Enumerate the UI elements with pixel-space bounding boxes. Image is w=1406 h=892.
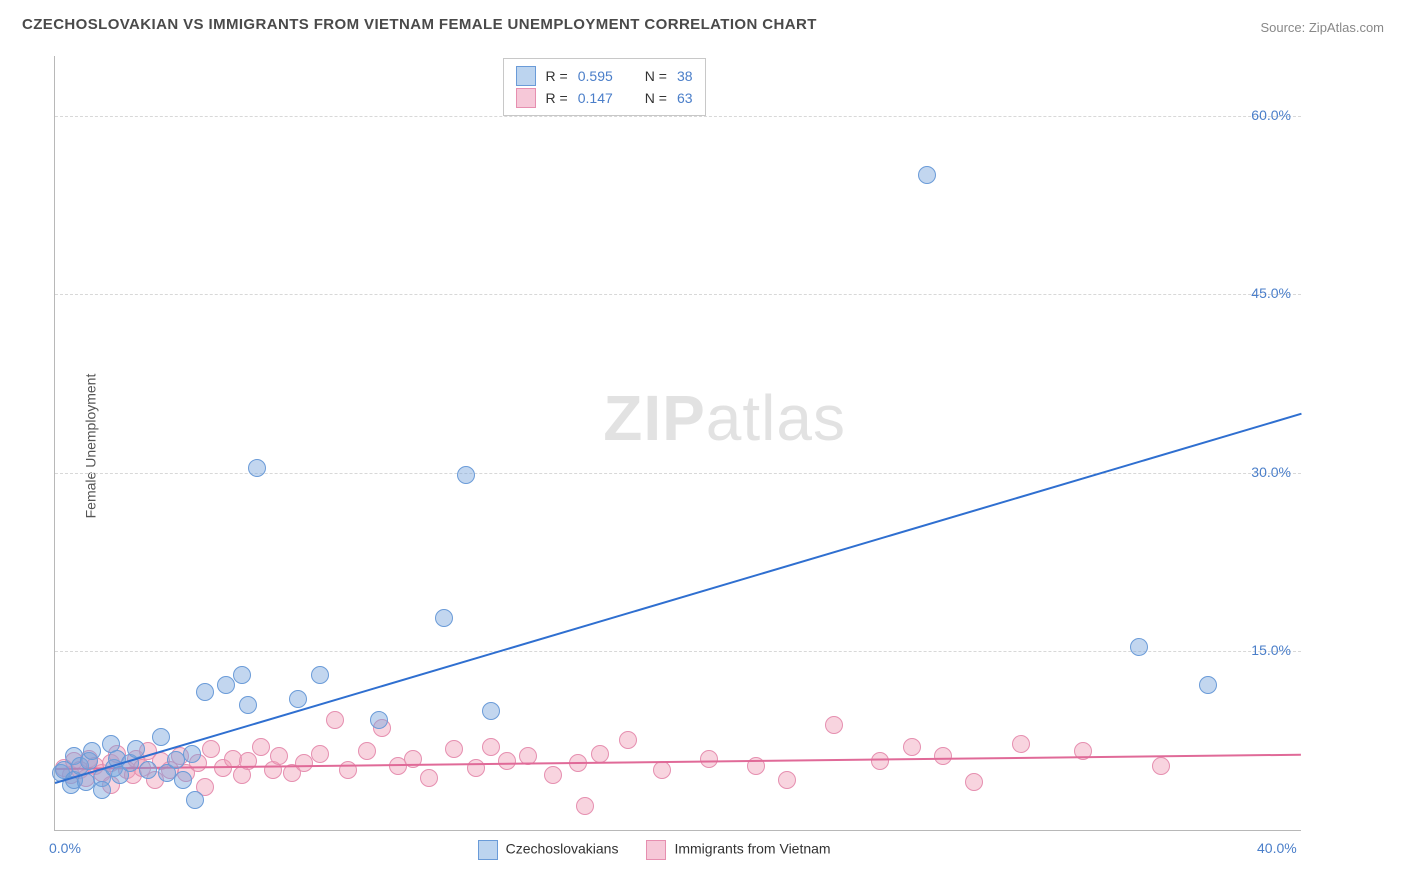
legend-series-label: Immigrants from Vietnam xyxy=(674,841,830,857)
data-point-czech xyxy=(435,609,453,627)
series-legend: Czechoslovakians Immigrants from Vietnam xyxy=(478,840,831,860)
legend-n-label: N = xyxy=(645,87,667,109)
data-point-czech xyxy=(248,459,266,477)
data-point-viet xyxy=(467,759,485,777)
legend-item-czech: Czechoslovakians xyxy=(478,840,619,860)
legend-r-value: 0.595 xyxy=(578,65,613,87)
data-point-viet xyxy=(445,740,463,758)
data-point-czech xyxy=(139,761,157,779)
data-point-viet xyxy=(965,773,983,791)
data-point-viet xyxy=(252,738,270,756)
data-point-viet xyxy=(498,752,516,770)
watermark-light: atlas xyxy=(706,382,846,454)
data-point-viet xyxy=(358,742,376,760)
legend-series-label: Czechoslovakians xyxy=(506,841,619,857)
data-point-czech xyxy=(196,683,214,701)
data-point-czech xyxy=(457,466,475,484)
legend-r-label: R = xyxy=(546,87,568,109)
legend-n-label: N = xyxy=(645,65,667,87)
legend-row-czech: R = 0.595 N = 38 xyxy=(516,65,693,87)
gridline xyxy=(55,651,1301,652)
y-tick-label: 15.0% xyxy=(1251,642,1291,658)
data-point-viet xyxy=(482,738,500,756)
data-point-viet xyxy=(544,766,562,784)
x-tick-label: 0.0% xyxy=(49,840,81,856)
data-point-czech xyxy=(93,781,111,799)
legend-row-viet: R = 0.147 N = 63 xyxy=(516,87,693,109)
legend-swatch-czech xyxy=(478,840,498,860)
watermark: ZIPatlas xyxy=(603,381,846,455)
data-point-viet xyxy=(903,738,921,756)
data-point-czech xyxy=(83,742,101,760)
data-point-czech xyxy=(174,771,192,789)
data-point-czech xyxy=(289,690,307,708)
data-point-viet xyxy=(653,761,671,779)
x-tick-label: 40.0% xyxy=(1257,840,1297,856)
data-point-viet xyxy=(326,711,344,729)
legend-n-value: 63 xyxy=(677,87,693,109)
regression-line-czech xyxy=(55,413,1302,784)
data-point-viet xyxy=(1012,735,1030,753)
source-attribution: Source: ZipAtlas.com xyxy=(1260,20,1384,35)
data-point-viet xyxy=(825,716,843,734)
legend-item-viet: Immigrants from Vietnam xyxy=(646,840,830,860)
gridline xyxy=(55,473,1301,474)
data-point-viet xyxy=(619,731,637,749)
legend-r-label: R = xyxy=(546,65,568,87)
y-tick-label: 30.0% xyxy=(1251,464,1291,480)
gridline xyxy=(55,294,1301,295)
data-point-czech xyxy=(918,166,936,184)
data-point-viet xyxy=(700,750,718,768)
y-tick-label: 45.0% xyxy=(1251,285,1291,301)
data-point-viet xyxy=(270,747,288,765)
data-point-czech xyxy=(370,711,388,729)
legend-swatch-czech xyxy=(516,66,536,86)
data-point-viet xyxy=(591,745,609,763)
watermark-bold: ZIP xyxy=(603,382,706,454)
data-point-viet xyxy=(934,747,952,765)
data-point-viet xyxy=(1152,757,1170,775)
correlation-legend: R = 0.595 N = 38 R = 0.147 N = 63 xyxy=(503,58,706,116)
data-point-czech xyxy=(482,702,500,720)
legend-swatch-viet xyxy=(646,840,666,860)
plot-area: ZIPatlas 15.0%30.0%45.0%60.0%0.0%40.0% xyxy=(54,56,1301,831)
data-point-viet xyxy=(576,797,594,815)
data-point-czech xyxy=(186,791,204,809)
data-point-viet xyxy=(778,771,796,789)
legend-swatch-viet xyxy=(516,88,536,108)
data-point-czech xyxy=(183,745,201,763)
data-point-czech xyxy=(152,728,170,746)
data-point-czech xyxy=(311,666,329,684)
data-point-viet xyxy=(420,769,438,787)
chart-title: CZECHOSLOVAKIAN VS IMMIGRANTS FROM VIETN… xyxy=(22,16,817,33)
chart-container: CZECHOSLOVAKIAN VS IMMIGRANTS FROM VIETN… xyxy=(0,0,1406,892)
data-point-czech xyxy=(1199,676,1217,694)
data-point-viet xyxy=(202,740,220,758)
y-tick-label: 60.0% xyxy=(1251,107,1291,123)
data-point-viet xyxy=(871,752,889,770)
data-point-czech xyxy=(233,666,251,684)
data-point-czech xyxy=(1130,638,1148,656)
data-point-czech xyxy=(239,696,257,714)
legend-n-value: 38 xyxy=(677,65,693,87)
legend-r-value: 0.147 xyxy=(578,87,613,109)
data-point-viet xyxy=(311,745,329,763)
